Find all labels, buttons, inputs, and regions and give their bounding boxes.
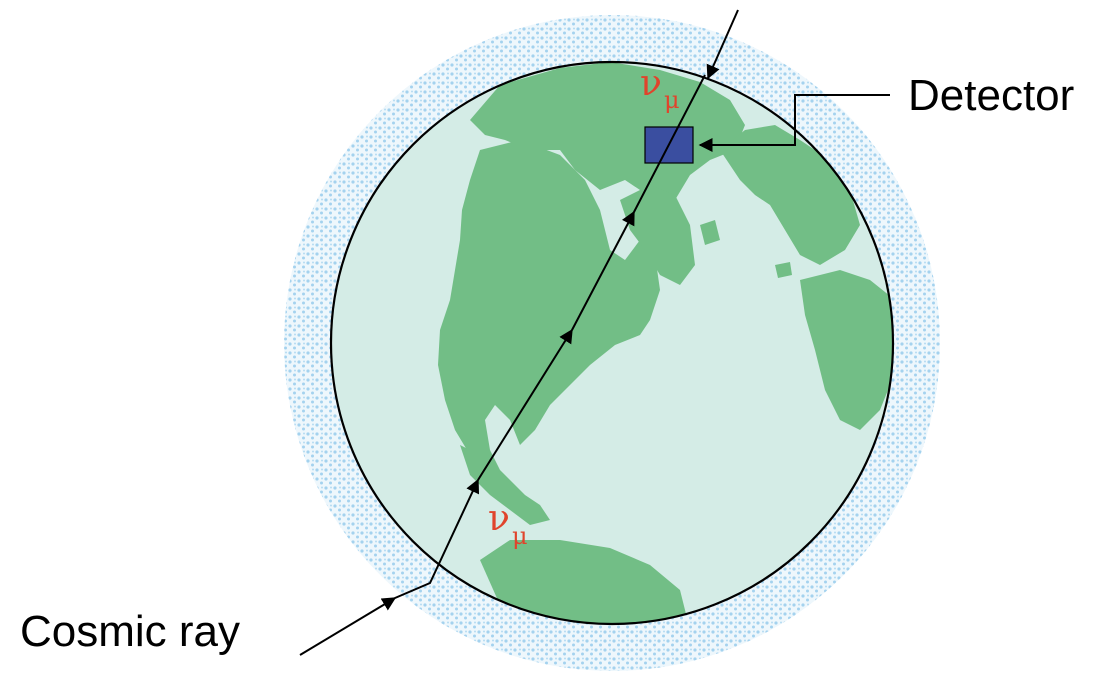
neutrino-path-lower xyxy=(394,478,480,599)
landmass-labrador xyxy=(620,185,695,285)
earth-outline xyxy=(329,60,895,626)
neutrino-path-top xyxy=(633,74,706,213)
neutrino-top-subscript: μ xyxy=(664,86,680,114)
cosmic-ray-pointer xyxy=(299,597,397,656)
landmass-island xyxy=(700,220,720,245)
cosmic-ray-label: Cosmic ray xyxy=(20,607,240,656)
neutrino-bottom-subscript: μ xyxy=(512,522,528,550)
landmass-north-america xyxy=(438,140,660,470)
detector-callout-line xyxy=(698,94,890,152)
neutrino-top-symbol: ν xyxy=(640,63,662,104)
neutrino-bottom-symbol: ν xyxy=(488,498,510,539)
landmass-greenland xyxy=(470,62,745,215)
neutrino-path-upper xyxy=(571,210,635,331)
neutrino-path-mid xyxy=(477,328,573,481)
landmass-europe-africa xyxy=(800,270,893,430)
detector-label: Detector xyxy=(908,71,1074,120)
landmass-island xyxy=(775,262,792,278)
incoming-path-top xyxy=(706,9,739,80)
landmass-central-america xyxy=(460,445,550,525)
